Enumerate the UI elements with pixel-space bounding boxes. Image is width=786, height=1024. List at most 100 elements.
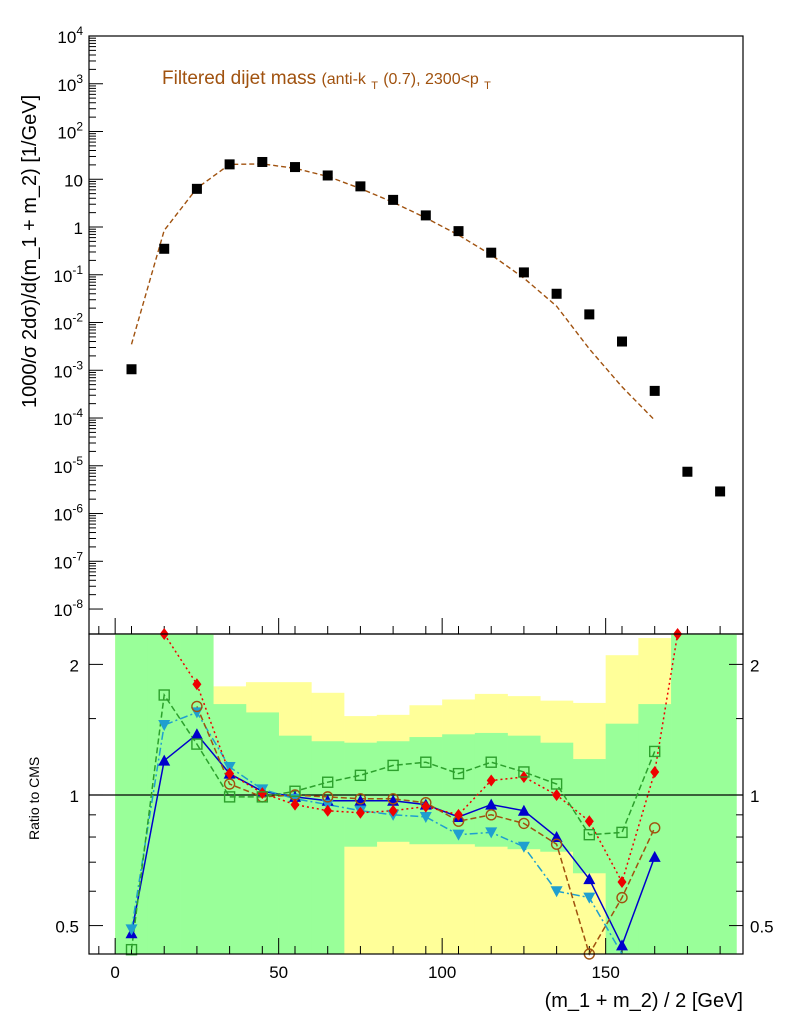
ratio-band-green xyxy=(311,741,345,954)
ratio-point-square-open xyxy=(452,767,465,780)
ratio-y-axis-label: Ratio to CMS xyxy=(26,757,42,840)
top-prediction-line xyxy=(130,163,656,421)
ratio-point-square-open xyxy=(125,943,138,956)
ratio-band-green xyxy=(507,735,541,850)
top-data-point xyxy=(518,267,529,278)
x-tick-label: 100 xyxy=(428,963,456,982)
ratio-point-diamond xyxy=(323,804,333,817)
ratio-point-diamond xyxy=(290,798,300,811)
ratio-line-square-open xyxy=(130,692,656,950)
ratio-point-diamond xyxy=(454,808,464,821)
ratio-point-square-open xyxy=(289,785,301,797)
top-y-tick-label: 10-4 xyxy=(53,406,83,429)
top-panel-frame xyxy=(88,35,744,635)
ratio-point-triangle-down xyxy=(452,829,465,841)
ratio-line-diamond xyxy=(163,633,679,884)
ratio-point-triangle-down xyxy=(158,719,171,731)
top-data-point xyxy=(551,288,562,299)
ratio-point-triangle-up xyxy=(517,804,530,816)
ratio-point-square-open xyxy=(223,791,236,803)
top-data-point xyxy=(584,309,595,320)
ratio-point-circle-open xyxy=(322,791,334,803)
ratio-band-green xyxy=(605,723,639,954)
ratio-point-square-open xyxy=(322,776,334,788)
title-detail-mid: (0.7), 2300<p xyxy=(383,71,479,88)
top-data-point xyxy=(224,159,235,170)
ratio-band-green xyxy=(245,712,279,954)
x-tick-label: 0 xyxy=(110,963,119,982)
ratio-point-triangle-down xyxy=(517,841,530,853)
top-data-point xyxy=(420,210,431,221)
ratio-point-diamond xyxy=(552,788,562,801)
top-y-tick-label: 10-7 xyxy=(53,549,83,572)
ratio-point-diamond xyxy=(192,678,202,691)
ratio-point-circle-open xyxy=(191,700,203,713)
ratio-point-square-open xyxy=(158,689,170,701)
top-data-point xyxy=(715,486,726,497)
top-data-point xyxy=(486,247,497,258)
ratio-point-triangle-down xyxy=(485,827,498,839)
top-data-point xyxy=(355,181,366,192)
chart-title: Filtered dijet mass (anti-k T (0.7), 230… xyxy=(162,68,491,94)
ratio-point-triangle-up xyxy=(190,728,203,740)
x-tick-label: 50 xyxy=(269,963,288,982)
top-data-point xyxy=(682,466,693,477)
x-axis-label: (m_1 + m_2) / 2 [GeV] xyxy=(545,990,743,1012)
ratio-band-green xyxy=(278,735,312,954)
ratio-point-square-open xyxy=(387,759,399,772)
ratio-point-triangle-up xyxy=(616,939,629,951)
ratio-band-green xyxy=(409,737,443,845)
ratio-y-tick-label: 1 xyxy=(70,787,79,806)
top-data-point xyxy=(322,170,333,181)
top-y-tick-label: 1 xyxy=(74,219,83,238)
title-detail-sub: T xyxy=(371,80,378,92)
top-data-point xyxy=(453,226,464,237)
ratio-point-diamond xyxy=(584,815,594,828)
ratio-band-green xyxy=(147,634,181,954)
top-y-tick-label: 10 xyxy=(64,171,83,190)
ratio-band-green xyxy=(671,634,737,954)
top-y-tick-label: 104 xyxy=(57,24,83,47)
x-tick-label: 150 xyxy=(591,963,619,982)
ratio-panel-frame xyxy=(88,633,744,955)
ratio-point-triangle-down xyxy=(550,886,563,898)
ratio-point-triangle-down xyxy=(583,892,596,904)
top-y-tick-label: 10-6 xyxy=(53,502,83,525)
ratio-point-triangle-up xyxy=(485,798,498,810)
ratio-point-diamond xyxy=(355,806,365,819)
ratio-point-square-open xyxy=(616,826,628,839)
ratio-point-triangle-up xyxy=(158,754,171,766)
top-y-tick-label: 103 xyxy=(57,72,83,95)
ratio-point-triangle-down xyxy=(419,811,432,823)
ratio-y-tick-label-right: 0.5 xyxy=(750,918,774,937)
top-data-point xyxy=(290,162,301,173)
ratio-point-diamond xyxy=(257,787,267,800)
top-y-tick-label: 10-5 xyxy=(53,454,83,477)
ratio-point-triangle-up xyxy=(550,831,563,843)
ratio-point-circle-open xyxy=(518,817,530,830)
top-y-tick-label: 10-1 xyxy=(53,263,83,286)
ratio-point-square-open xyxy=(518,766,530,778)
ratio-y-tick-label-right: 2 xyxy=(750,656,759,675)
ratio-point-circle-open xyxy=(649,822,661,834)
ratio-point-square-open xyxy=(649,745,661,758)
ratio-band-green xyxy=(638,704,672,954)
ratio-point-square-open xyxy=(550,778,563,790)
ratio-point-square-open xyxy=(354,769,367,782)
ratio-point-square-open xyxy=(485,756,497,768)
top-data-point xyxy=(388,194,399,205)
ratio-point-square-open xyxy=(583,828,596,841)
top-data-point xyxy=(617,336,628,347)
top-y-tick-label: 10-8 xyxy=(53,597,83,620)
ratio-point-circle-open xyxy=(485,809,497,821)
top-data-point xyxy=(191,183,202,194)
title-main: Filtered dijet mass xyxy=(162,68,316,89)
ratio-point-diamond xyxy=(617,876,627,889)
ratio-point-circle-open xyxy=(387,793,399,805)
ratio-point-diamond xyxy=(486,774,496,787)
top-y-tick-label: 10-2 xyxy=(53,311,83,334)
ratio-y-tick-label: 2 xyxy=(70,656,79,675)
top-data-point xyxy=(126,364,137,375)
ratio-point-triangle-up xyxy=(583,873,596,885)
